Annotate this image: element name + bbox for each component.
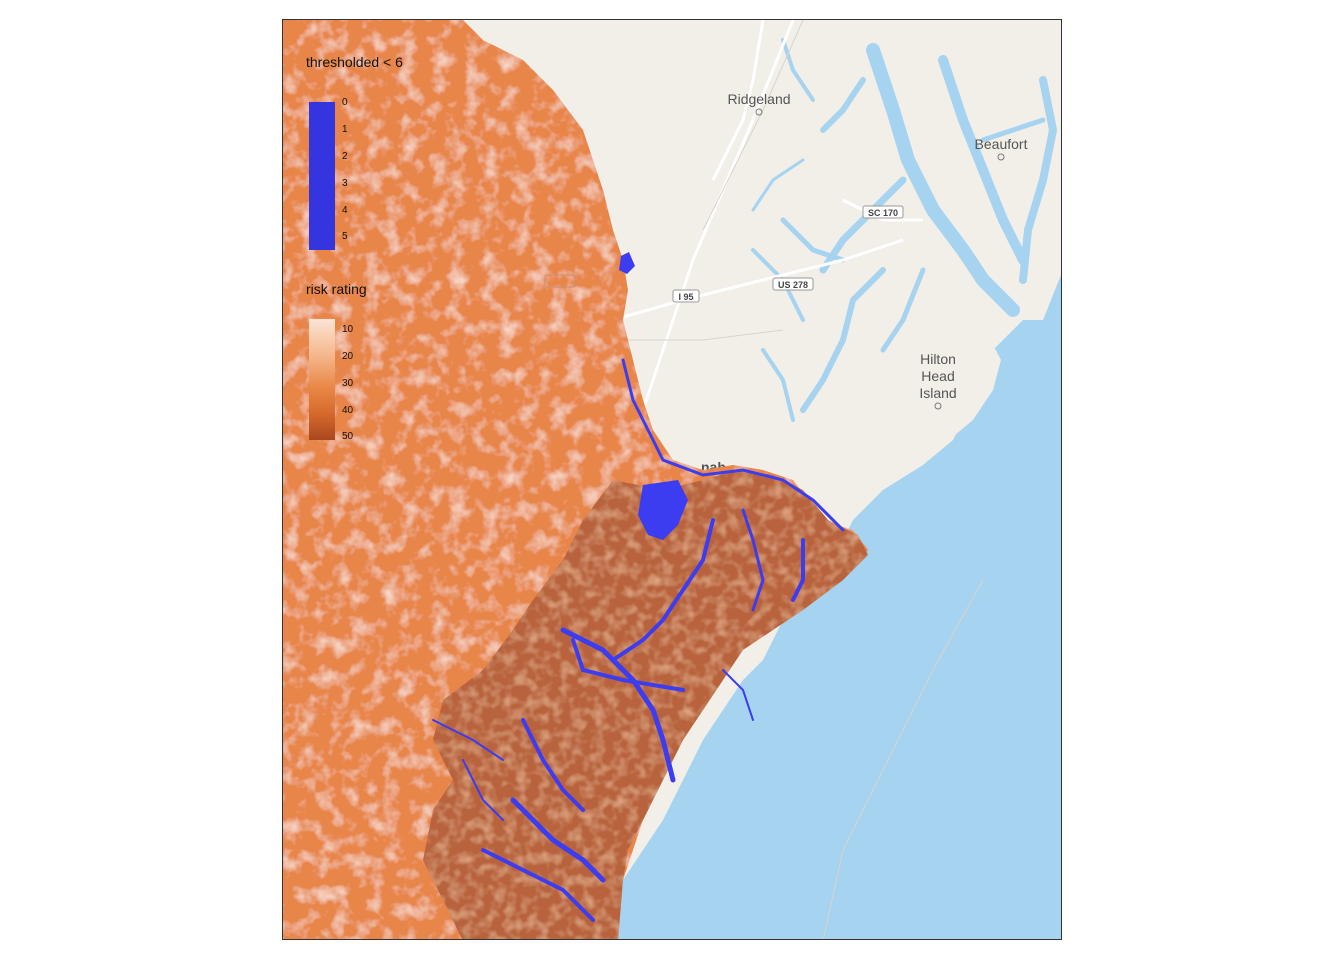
legend-threshold-title: thresholded < 6 (306, 54, 403, 70)
ocean (613, 275, 1061, 939)
tick-threshold-0: 0 (342, 97, 348, 108)
map-canvas[interactable]: I 95 US 278 SC 170 Ridgeland Beaufort Hi… (283, 20, 1062, 940)
faint-shield (544, 274, 576, 288)
svg-text:I 95: I 95 (678, 292, 693, 302)
tick-threshold-2: 2 (342, 151, 348, 162)
road-shield-us278: US 278 (772, 277, 814, 291)
risk-raster-light (283, 20, 868, 939)
hilton-head-island (888, 320, 1001, 450)
tick-threshold-4: 4 (342, 205, 348, 216)
tick-risk-40: 40 (342, 405, 354, 416)
tick-risk-50: 50 (342, 431, 354, 442)
label-head: Head (921, 368, 954, 384)
tick-risk-30: 30 (342, 378, 354, 389)
tick-risk-20: 20 (342, 351, 354, 362)
svg-text:SC 170: SC 170 (868, 208, 898, 218)
label-ridgeland: Ridgeland (727, 91, 790, 107)
road-shield-sc170: SC 170 (862, 205, 904, 219)
map-panel[interactable]: I 95 US 278 SC 170 Ridgeland Beaufort Hi… (282, 19, 1062, 940)
place-labels: Ridgeland Beaufort Hilton Head Island na… (701, 91, 1028, 475)
label-beaufort: Beaufort (975, 136, 1028, 152)
tick-threshold-3: 3 (342, 178, 348, 189)
legend-threshold-bar (309, 102, 335, 250)
label-island: Island (919, 385, 956, 401)
tick-threshold-1: 1 (342, 124, 348, 135)
label-hilton: Hilton (920, 351, 956, 367)
threshold-blob-north (619, 252, 635, 274)
tick-threshold-5: 5 (342, 231, 348, 242)
threshold-blob-savannah (638, 480, 688, 540)
svg-text:US 278: US 278 (778, 280, 808, 290)
roads (612, 20, 923, 441)
minor-roads (613, 20, 984, 939)
road-shield-i95: I 95 (672, 289, 700, 303)
threshold-waterways (432, 358, 845, 922)
tick-risk-10: 10 (342, 324, 354, 335)
legend-risk-title: risk rating (306, 281, 367, 297)
legend-risk-bar (309, 319, 335, 440)
